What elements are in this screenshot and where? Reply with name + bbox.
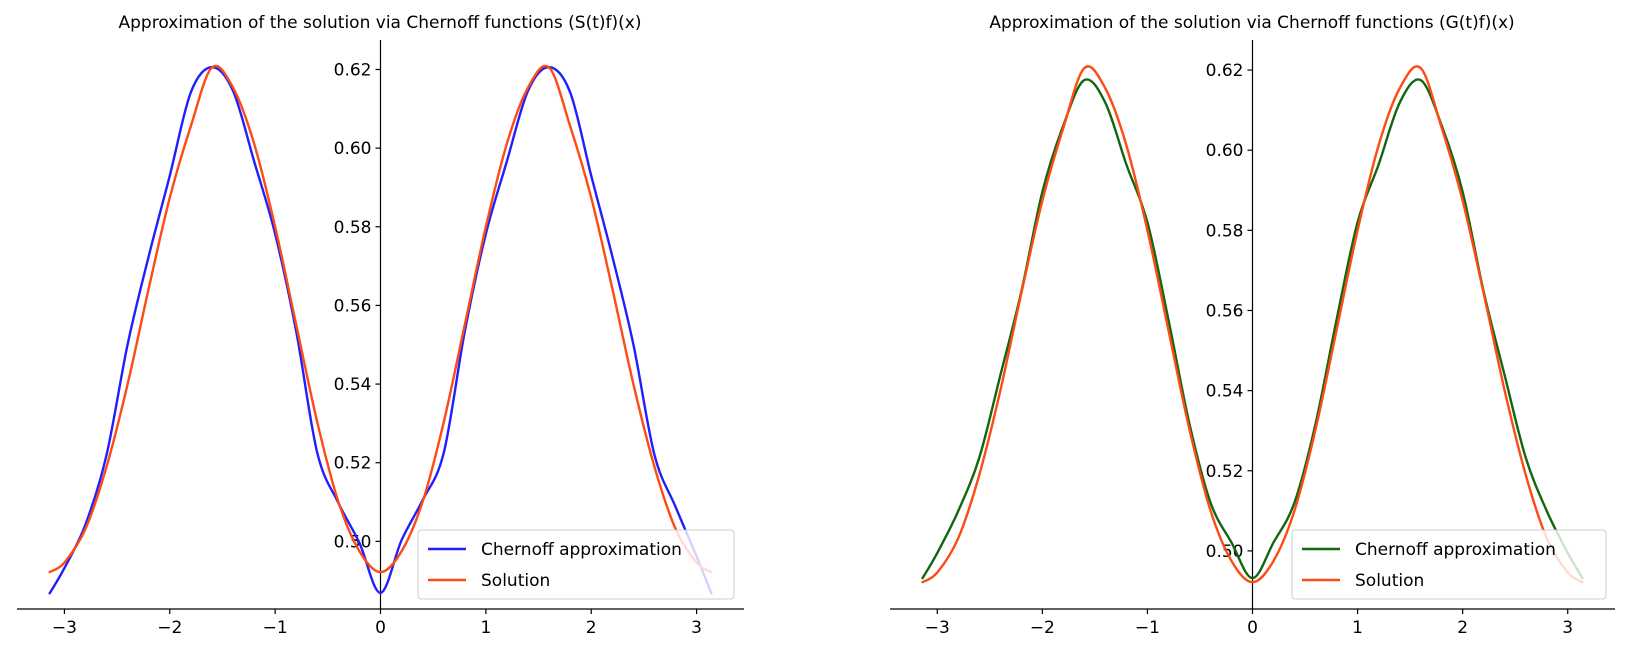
y-tick-label: 0.54 (334, 375, 372, 395)
chart-panel-left: Approximation of the solution via Cherno… (17, 13, 744, 638)
x-tick-label: 0 (375, 618, 386, 638)
y-tick-label: 0.60 (1206, 141, 1244, 161)
series-line-solution (48, 64, 713, 574)
chart-panel-right: Approximation of the solution via Cherno… (890, 13, 1615, 638)
x-tick-label: −3 (925, 618, 950, 638)
x-tick-label: 2 (1457, 618, 1468, 638)
y-tick-label: 0.54 (1206, 382, 1244, 402)
legend-label: Solution (1355, 571, 1424, 591)
y-tick-label: 0.56 (1206, 301, 1244, 321)
y-tick-label: 0.58 (334, 218, 372, 238)
x-tick-label: −1 (1135, 618, 1160, 638)
x-tick-label: −2 (157, 618, 182, 638)
legend-label: Chernoff approximation (481, 540, 682, 560)
legend-label: Chernoff approximation (1355, 540, 1556, 560)
x-tick-label: −1 (263, 618, 288, 638)
series-lines (48, 64, 713, 595)
y-tick-label: 0.60 (334, 139, 372, 159)
y-tick-label: 0.62 (1206, 61, 1244, 81)
y-tick-label: 0.52 (1206, 462, 1244, 482)
x-tick-label: 1 (480, 618, 491, 638)
tick-marks: −3 −2 −1 0 1 2 3 0.50 0.52 0.54 0.56 0.58 0.60 0.62 (52, 60, 702, 638)
y-tick-label: 0.62 (334, 60, 372, 80)
x-tick-label: 3 (691, 618, 702, 638)
x-tick-label: 0 (1247, 618, 1258, 638)
chart-title: Approximation of the solution via Cherno… (119, 13, 642, 33)
tick-marks: −3 −2 −1 0 1 2 30.500.520.540.560.580.600.62 (925, 61, 1573, 638)
legend: Chernoff approximation Solution (417, 529, 735, 600)
series-line-solution (921, 65, 1584, 584)
series-lines (921, 65, 1584, 584)
x-tick-label: 1 (1352, 618, 1363, 638)
y-tick-label: 0.50 (334, 532, 372, 552)
legend-box (417, 529, 735, 600)
y-tick-label: 0.56 (334, 296, 372, 316)
x-tick-label: −3 (52, 618, 77, 638)
x-tick-label: 3 (1562, 618, 1573, 638)
legend: Chernoff approximation Solution (1291, 529, 1607, 600)
x-tick-label: −2 (1030, 618, 1055, 638)
chart-title: Approximation of the solution via Cherno… (989, 13, 1514, 33)
legend-box (1291, 529, 1607, 600)
series-line-chernoff-approximation (48, 65, 713, 595)
y-tick-label: 0.58 (1206, 221, 1244, 241)
legend-label: Solution (481, 571, 550, 591)
x-tick-label: 2 (586, 618, 597, 638)
y-tick-label: 0.52 (334, 454, 372, 474)
